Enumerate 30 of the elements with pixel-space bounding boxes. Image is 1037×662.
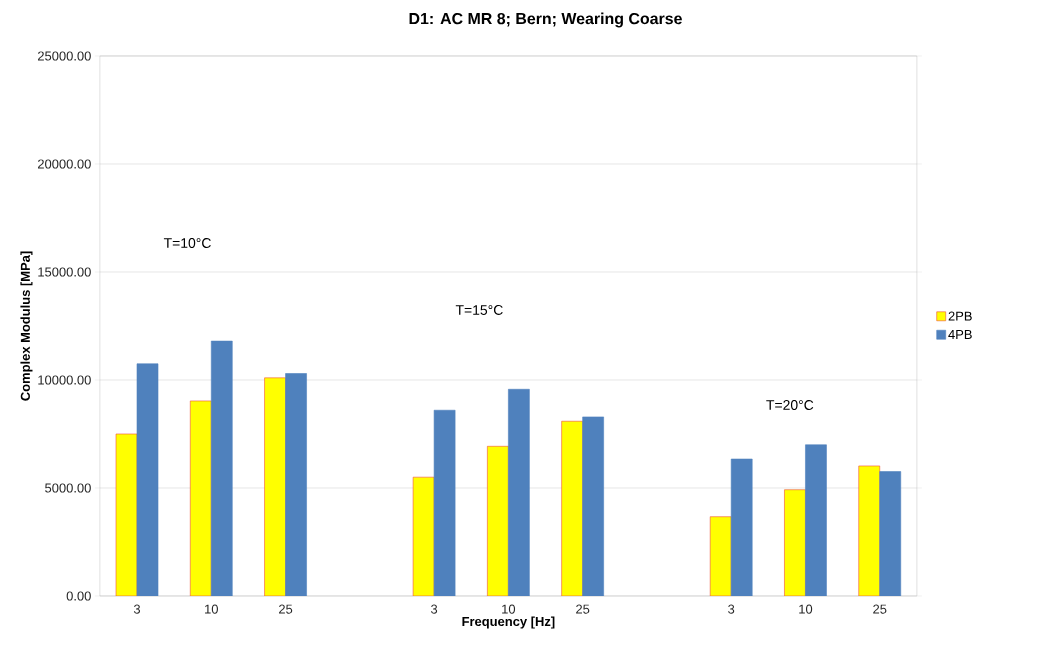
annotation: T=15°C bbox=[455, 305, 503, 315]
x-tick-label: 25 bbox=[873, 604, 887, 614]
y-tick-label: 25000.00 bbox=[37, 51, 91, 61]
x-tick-label: 3 bbox=[728, 604, 735, 614]
bar bbox=[709, 516, 732, 596]
y-tick-label: 15000.00 bbox=[38, 267, 91, 277]
annotation: T=10°C bbox=[163, 238, 211, 248]
annotation: T=20°C bbox=[766, 400, 814, 410]
legend-label: 4PB bbox=[948, 330, 972, 339]
bar bbox=[561, 420, 583, 596]
x-tick-label: 3 bbox=[431, 604, 438, 614]
x-tick-label: 3 bbox=[133, 604, 141, 614]
bar bbox=[858, 465, 881, 596]
bar bbox=[189, 400, 212, 596]
y-tick-label: 10000.00 bbox=[38, 375, 91, 385]
bar bbox=[264, 377, 286, 596]
chart-title: D1: AC MR 8; Bern; Wearing Coarse bbox=[409, 12, 682, 28]
legend-label: 2PB bbox=[948, 311, 972, 321]
x-axis-title: Frequency [Hz] bbox=[462, 616, 555, 629]
x-tick-label: 25 bbox=[279, 604, 293, 614]
x-tick-label: 10 bbox=[799, 604, 813, 614]
y-tick-label: 5000.00 bbox=[45, 483, 91, 493]
y-tick-label: 0.00 bbox=[66, 591, 91, 601]
x-tick-label: 25 bbox=[576, 604, 590, 614]
x-tick-label: 10 bbox=[205, 604, 218, 614]
bar bbox=[784, 489, 806, 596]
y-axis-title: Complex Modulus [MPa] bbox=[20, 251, 33, 401]
x-tick-label: 10 bbox=[502, 604, 516, 614]
bar bbox=[487, 446, 509, 596]
y-tick-label: 20000.00 bbox=[37, 159, 91, 169]
